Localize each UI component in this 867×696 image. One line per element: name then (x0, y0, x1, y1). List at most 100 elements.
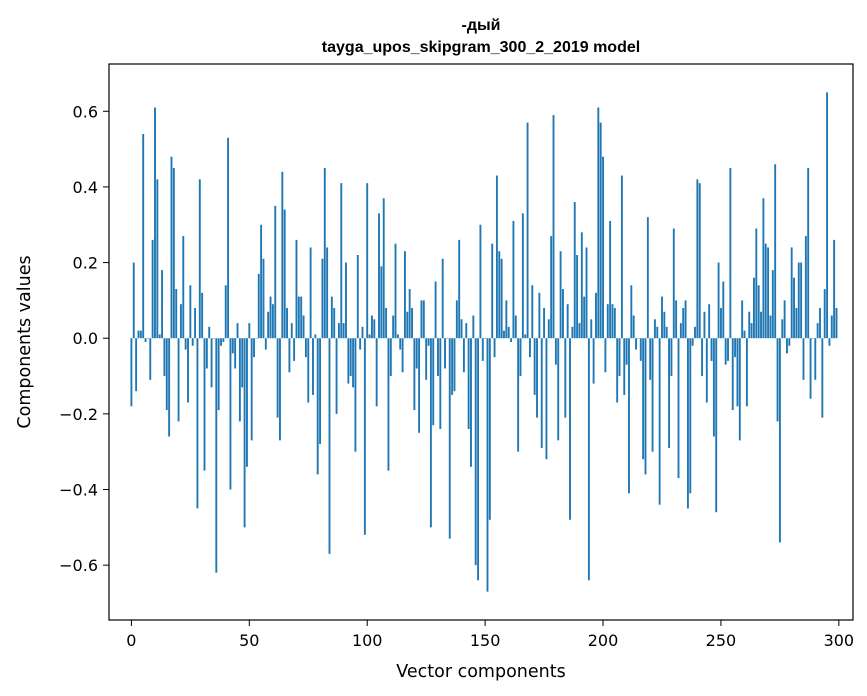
bar-component-36 (215, 338, 218, 573)
bar-component-74 (304, 338, 307, 358)
bar-component-279 (788, 338, 791, 346)
bar-component-156 (498, 251, 501, 339)
bar-component-222 (653, 319, 656, 339)
bar-component-190 (578, 323, 581, 339)
y-axis-ticks: −0.6 −0.4 −0.2 0.0 0.2 0.4 0.6 (59, 102, 109, 575)
bar-component-157 (500, 258, 503, 339)
bar-component-111 (392, 315, 395, 339)
bar-component-142 (465, 323, 468, 339)
bar-component-62 (276, 338, 279, 418)
y-axis-label: Components values (15, 255, 35, 428)
bar-component-101 (368, 334, 371, 339)
bar-component-275 (778, 338, 781, 543)
bar-component-243 (703, 311, 706, 339)
bar-component-78 (314, 334, 317, 339)
bar-component-27 (194, 307, 197, 339)
bar-component-221 (651, 338, 654, 452)
bar-component-245 (708, 304, 711, 339)
bar-component-35 (212, 338, 215, 339)
bar-component-71 (297, 296, 300, 339)
bar-component-186 (569, 338, 571, 520)
bar-component-189 (576, 255, 579, 339)
bar-component-13 (161, 270, 164, 339)
bar-component-92 (347, 338, 350, 384)
x-tick-label: 300 (824, 631, 855, 650)
bar-component-136 (451, 338, 454, 395)
bar-component-109 (387, 338, 390, 471)
bar-component-17 (170, 156, 173, 339)
bar-component-272 (771, 270, 774, 339)
bar-component-149 (481, 338, 484, 361)
bar-component-14 (163, 338, 166, 377)
bar-component-99 (363, 338, 366, 535)
bar-component-159 (505, 300, 508, 339)
y-tick-label: 0.6 (73, 102, 98, 121)
bar-component-235 (684, 300, 687, 339)
bar-component-271 (769, 315, 772, 339)
bar-component-16 (168, 338, 171, 437)
bar-component-230 (672, 228, 675, 339)
chart-subtitle: tayga_upos_skipgram_300_2_2019 model (322, 39, 640, 56)
bar-component-118 (408, 289, 411, 339)
bar-component-187 (571, 326, 574, 339)
bar-component-241 (698, 183, 701, 339)
bar-component-102 (370, 315, 373, 339)
bar-component-282 (795, 307, 798, 339)
bar-component-218 (644, 338, 647, 475)
bar-component-207 (618, 338, 621, 377)
bar-component-45 (236, 323, 239, 339)
bar-component-130 (437, 338, 439, 377)
bar-component-9 (151, 239, 154, 339)
x-axis-label: Vector components (396, 662, 565, 682)
bar-component-15 (165, 338, 168, 411)
y-tick-label: −0.6 (59, 556, 98, 575)
bar-component-212 (630, 285, 633, 339)
bar-component-198 (597, 107, 600, 339)
bar-component-273 (774, 164, 777, 339)
bar-component-3 (137, 330, 140, 339)
bar-component-155 (495, 175, 498, 339)
bar-component-289 (811, 338, 814, 339)
bar-component-215 (637, 338, 640, 339)
bar-component-280 (790, 247, 793, 339)
bar-component-64 (281, 171, 284, 339)
bar-component-281 (793, 277, 795, 339)
bar-component-286 (804, 236, 807, 339)
bar-component-299 (835, 307, 838, 339)
bar-component-97 (359, 338, 362, 350)
bar-component-165 (519, 338, 522, 377)
bar-component-276 (781, 319, 784, 339)
bar-component-146 (474, 338, 477, 566)
bar-component-91 (345, 262, 347, 339)
bar-component-41 (227, 137, 230, 339)
bar-component-129 (434, 281, 437, 339)
bar-component-77 (312, 338, 314, 395)
bar-component-256 (734, 338, 737, 358)
bar-component-269 (764, 243, 767, 339)
bar-component-65 (283, 209, 286, 339)
bar-component-254 (729, 168, 732, 339)
bar-component-21 (179, 304, 182, 339)
bar-component-53 (255, 338, 258, 339)
bar-component-193 (585, 247, 588, 339)
bar-component-29 (198, 179, 201, 339)
bar-component-210 (625, 338, 628, 365)
bar-component-220 (649, 338, 652, 380)
bar-component-166 (521, 213, 524, 339)
bar-component-175 (543, 307, 546, 339)
bar-component-291 (816, 323, 819, 339)
bar-component-68 (290, 323, 293, 339)
bar-component-216 (639, 338, 642, 361)
bar-component-244 (705, 338, 708, 403)
bar-component-31 (203, 338, 206, 471)
bar-component-6 (144, 338, 147, 342)
bar-component-34 (210, 338, 213, 388)
bar-component-163 (514, 315, 517, 339)
bar-component-127 (429, 338, 432, 528)
x-axis-ticks: 0 50 100 150 200 250 300 (126, 620, 854, 650)
bar-component-262 (748, 311, 751, 339)
bar-component-126 (427, 338, 430, 346)
bar-component-158 (503, 330, 505, 339)
bar-component-233 (679, 323, 682, 339)
bar-component-242 (701, 338, 704, 377)
